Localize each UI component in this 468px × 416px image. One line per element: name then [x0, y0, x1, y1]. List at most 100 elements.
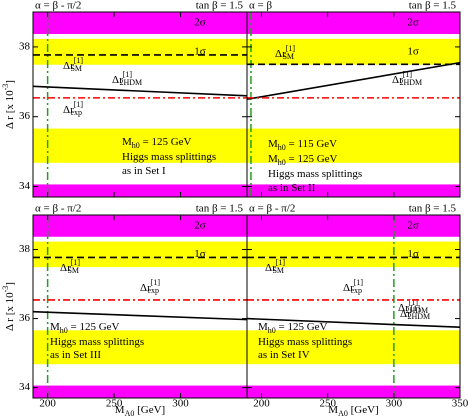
series-label: Δr[1] exp	[343, 278, 363, 295]
series-label-sub: exp	[350, 286, 362, 295]
series-label-sup: [1]	[74, 56, 84, 65]
band	[247, 184, 460, 197]
series-label-sup: [1]	[74, 100, 84, 109]
annotation: Mh0 = 125 GeV	[50, 321, 120, 335]
x-axis-label-sub: A0	[125, 409, 135, 416]
x-axis-label-sub: A0	[338, 409, 348, 416]
panel-subtitle: tan β = 1.5	[409, 203, 457, 215]
band	[33, 12, 247, 34]
band-label: 2σ	[194, 219, 206, 231]
panel-title: α = β - π/2	[249, 203, 295, 215]
series-label-main: Δr	[63, 60, 74, 72]
annotation-rest: = 125 GeV	[68, 321, 120, 333]
band	[33, 184, 247, 197]
band	[33, 385, 247, 398]
annotation: Mh0 = 125 GeV	[258, 321, 328, 335]
band-label: 2σ	[407, 17, 419, 29]
series-label-sub: exp	[147, 286, 159, 295]
band	[247, 12, 460, 34]
annotation-rest: = 125 GeV	[286, 153, 338, 165]
band	[247, 38, 460, 65]
series-label-main: Δr	[112, 74, 123, 86]
annotation: as in Set IV	[258, 349, 310, 361]
annotation-main: as in Set III	[50, 349, 101, 361]
panel-subtitle: tan β = 1.5	[196, 0, 244, 12]
series-line	[246, 61, 461, 101]
annotation: Mh0 = 125 GeV	[122, 136, 192, 150]
x-tick-label: 300	[386, 398, 403, 410]
annotation-sub: h0	[268, 326, 276, 335]
y-axis-label-main: Δ r [x 10	[4, 292, 16, 331]
annotation: Higgs mass splittings	[122, 151, 216, 163]
annotation-main: M	[258, 321, 268, 333]
series-label-main: Δr	[140, 282, 151, 294]
plot-frame	[246, 11, 461, 198]
series-label-sup: [1]	[403, 70, 413, 79]
x-tick-label: 300	[172, 398, 189, 410]
y-axis-label-rest: ]	[4, 282, 16, 286]
series-label-sub: SM	[67, 266, 79, 275]
series-label-sup: [1]	[354, 278, 364, 287]
annotation-rest: = 115 GeV	[286, 138, 337, 150]
series-label: Δr[1] exp	[140, 278, 160, 295]
series-label-sub: 2HDM	[405, 306, 428, 315]
band	[247, 330, 460, 365]
band	[33, 241, 247, 268]
series-label-sub: 2HDM	[399, 78, 422, 87]
annotation-sub: h0	[278, 158, 286, 167]
annotation: as in Set III	[50, 349, 101, 361]
annotation-main: M	[268, 138, 278, 150]
series-label-main: Δr	[60, 262, 71, 274]
annotation-sub: h0	[60, 326, 68, 335]
panel-title: α = β	[249, 0, 272, 12]
x-tick-label: 250	[319, 398, 336, 410]
y-axis-label-sup: -3	[1, 84, 10, 91]
band-label: 1σ	[194, 248, 206, 260]
series-label-sup: [1]	[409, 298, 419, 307]
x-tick-label: 250	[106, 398, 123, 410]
series-label: Δr[1] 2HDM	[112, 70, 142, 87]
series-line	[246, 317, 461, 329]
series-label-sup: [1]	[123, 70, 133, 79]
band-label: 2σ	[407, 219, 419, 231]
y-axis-label: Δ r [x 10-3]	[1, 80, 16, 129]
y-tick-label: 38	[19, 243, 31, 255]
band-label: 2σ	[194, 17, 206, 29]
series-label-main: Δr	[275, 48, 286, 60]
band	[33, 215, 247, 237]
band	[247, 128, 460, 163]
annotation: Higgs mass splittings	[258, 336, 352, 348]
annotation-main: Higgs mass splittings	[50, 336, 144, 348]
y-tick-label: 36	[19, 312, 31, 324]
series-label: Δr[1] 2HDM	[392, 70, 422, 87]
series-label-main: Δr	[400, 308, 411, 320]
panel-subtitle: tan β = 1.5	[409, 0, 457, 12]
annotation-main: as in Set II	[268, 182, 316, 194]
y-tick-label: 36	[19, 110, 31, 122]
series-label-main: Δr	[63, 104, 74, 116]
series-label-sub: 2HDM	[407, 312, 430, 321]
annotation-main: Higgs mass splittings	[122, 151, 216, 163]
annotation-sub: h0	[132, 141, 140, 150]
panel-subtitle: tan β = 1.5	[196, 203, 244, 215]
y-tick-label: 38	[19, 40, 31, 52]
plot-frame	[246, 214, 461, 399]
y-axis-label-sup: -3	[1, 286, 10, 293]
x-tick-label: 200	[253, 398, 270, 410]
series-line	[32, 310, 248, 321]
series-label-sup: [1]	[71, 258, 81, 267]
series-label-sup: [1]	[286, 44, 296, 53]
annotation: Mh0 = 115 GeV	[268, 138, 337, 152]
annotation: Higgs mass splittings	[50, 336, 144, 348]
band	[33, 128, 247, 163]
panel: 2σ 1σ α = β - π/2 tan β = 1.5 200 250 300 350	[246, 203, 468, 410]
series-label-main: Δr	[398, 302, 409, 314]
band-label: 1σ	[194, 45, 206, 57]
series-label: Δr[1] SM	[265, 258, 285, 275]
series-label: Δr[1] SM	[275, 44, 295, 61]
annotation: as in Set I	[122, 165, 166, 177]
series-label: Δr[1] 2HDM	[398, 298, 428, 315]
series-label-main: Δr	[265, 262, 276, 274]
y-axis-label: Δ r [x 10-3]	[1, 282, 16, 331]
